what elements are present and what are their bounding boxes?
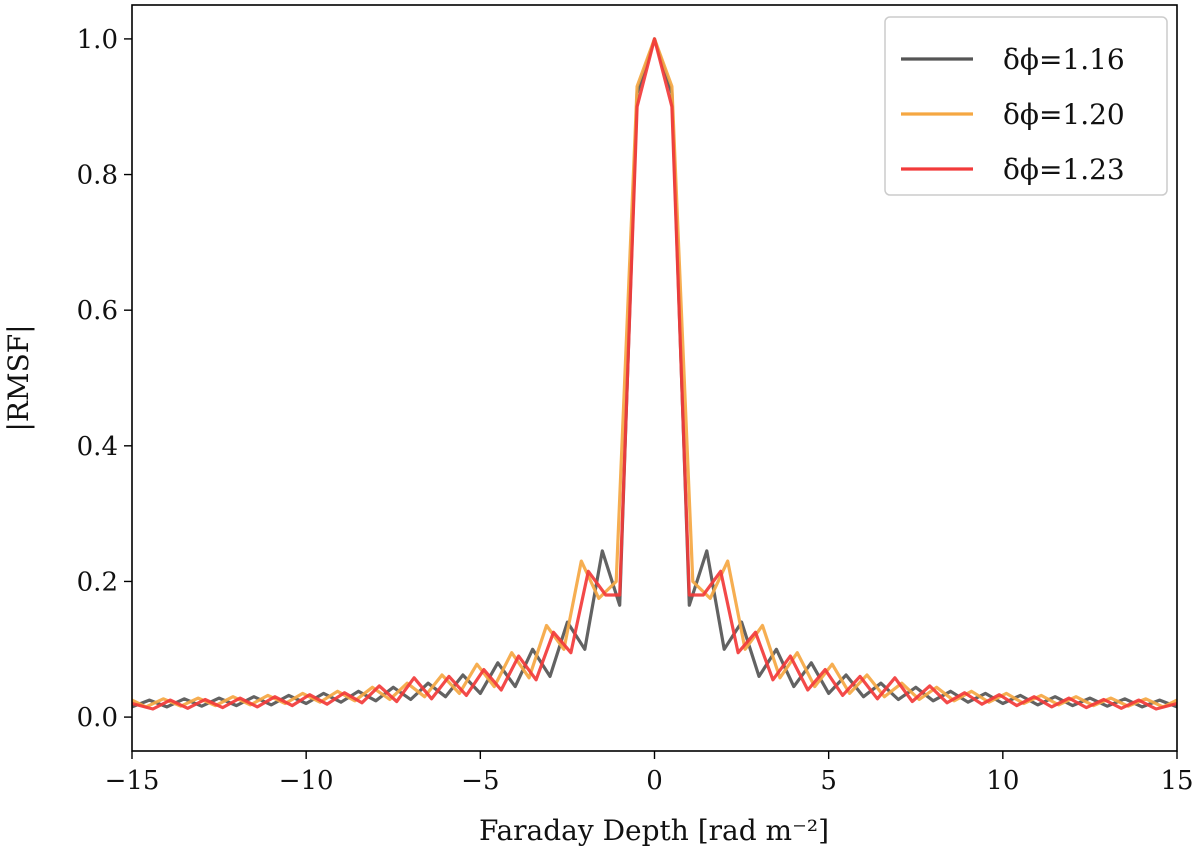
legend-label: δϕ=1.20 <box>1003 98 1125 131</box>
x-tick-label: 10 <box>986 766 1019 796</box>
y-tick-label: 1.0 <box>77 25 118 55</box>
y-axis: 0.0 0.2 0.4 0.6 0.8 1.0 <box>77 25 132 733</box>
y-tick-label: 0.8 <box>77 161 118 191</box>
legend-box <box>884 16 1168 196</box>
y-tick-label: 0.4 <box>77 432 118 462</box>
x-axis-label: Faraday Depth [rad m⁻²] <box>479 814 829 847</box>
x-tick-label: 0 <box>646 766 663 796</box>
x-tick-label: −15 <box>105 766 160 796</box>
legend-label: δϕ=1.16 <box>1003 43 1125 76</box>
legend-label: δϕ=1.23 <box>1003 153 1125 186</box>
y-tick-label: 0.2 <box>77 567 118 597</box>
x-tick-label: −10 <box>279 766 334 796</box>
x-axis: −15 −10 −5 0 5 10 15 <box>105 751 1194 796</box>
y-tick-label: 0.0 <box>77 703 118 733</box>
x-tick-label: −5 <box>461 766 499 796</box>
series-layer <box>131 37 1178 711</box>
y-tick-label: 0.6 <box>77 296 118 326</box>
series-line-3 <box>131 37 1178 711</box>
legend: δϕ=1.16 δϕ=1.20 δϕ=1.23 <box>884 16 1168 196</box>
x-tick-label: 5 <box>820 766 837 796</box>
y-axis-label: |RMSF| <box>2 324 35 431</box>
x-tick-label: 15 <box>1160 766 1193 796</box>
